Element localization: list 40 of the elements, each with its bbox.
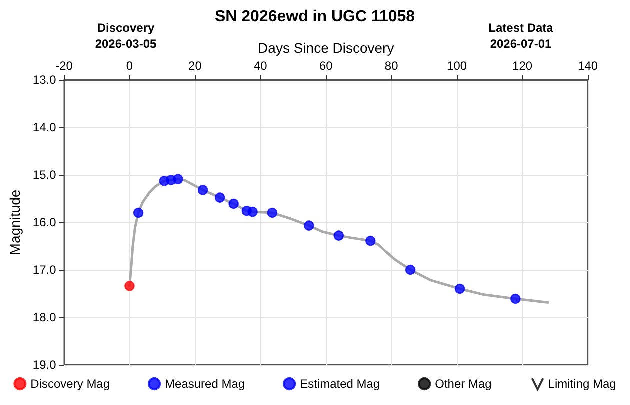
legend-label: Estimated Mag — [300, 377, 380, 391]
x-axis-title: Days Since Discovery — [258, 40, 394, 56]
text: Latest Data 2026-07-01 — [488, 21, 554, 51]
x-tick-label: 120 — [512, 59, 533, 73]
point — [304, 220, 314, 231]
x-tick-label: 60 — [319, 59, 334, 73]
point — [405, 264, 416, 276]
x-tick-label: 80 — [384, 59, 399, 73]
legend-label: Discovery Mag — [30, 377, 110, 391]
point — [248, 206, 258, 218]
legend-label: Other Mag — [435, 377, 492, 391]
y-axis-title: Magnitude — [7, 190, 23, 256]
point — [334, 230, 344, 241]
x-tick-label: 0 — [126, 59, 134, 73]
y-tick-label: 19.0 — [32, 358, 57, 372]
y-tick-label: 13.0 — [32, 73, 57, 87]
chart-title: SN 2026ewd in UGC 11058 — [214, 8, 416, 26]
x-tick-label: 20 — [188, 59, 202, 73]
legend-label: Measured Mag — [165, 377, 246, 391]
point — [133, 208, 144, 218]
point — [510, 294, 521, 304]
x-tick-label: 100 — [447, 59, 468, 73]
x-tick-label: 40 — [254, 59, 268, 73]
y-tick-label: 16.0 — [32, 216, 57, 230]
y-tick-label: 15.0 — [32, 168, 57, 182]
x-tick-label: -20 — [56, 59, 74, 73]
y-tick-label: 17.0 — [32, 263, 57, 277]
y-tick-label: 18.0 — [32, 310, 57, 324]
point — [198, 185, 208, 196]
point — [267, 208, 278, 218]
text: Discovery 2026-03-05 — [95, 21, 158, 51]
legend-label: Limiting Mag — [548, 377, 616, 391]
point — [366, 236, 376, 246]
point — [228, 198, 239, 210]
point — [173, 174, 184, 184]
x-tick-label: 140 — [578, 59, 598, 73]
point — [454, 284, 466, 294]
point — [214, 192, 226, 203]
point — [124, 281, 135, 292]
y-tick-label: 14.0 — [32, 120, 57, 134]
